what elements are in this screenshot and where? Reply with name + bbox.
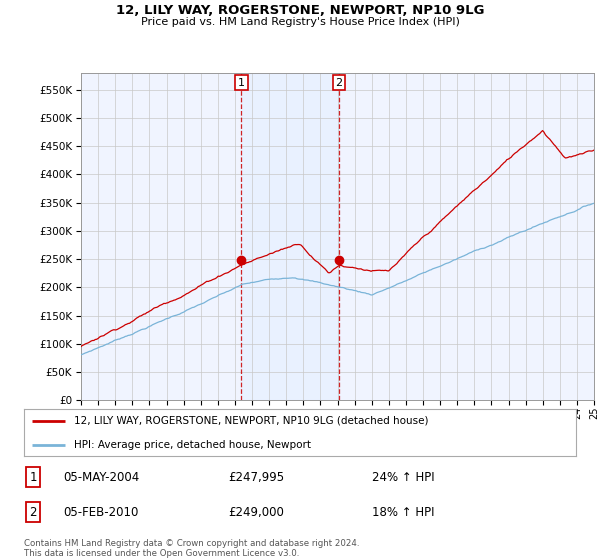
Bar xyxy=(241,73,339,400)
Text: 05-MAY-2004: 05-MAY-2004 xyxy=(63,470,139,484)
Text: 12, LILY WAY, ROGERSTONE, NEWPORT, NP10 9LG: 12, LILY WAY, ROGERSTONE, NEWPORT, NP10 … xyxy=(116,4,484,17)
Text: 18% ↑ HPI: 18% ↑ HPI xyxy=(372,506,434,519)
Text: 1: 1 xyxy=(238,78,245,88)
Text: Contains HM Land Registry data © Crown copyright and database right 2024.
This d: Contains HM Land Registry data © Crown c… xyxy=(24,539,359,558)
Text: 2: 2 xyxy=(335,78,343,88)
Text: HPI: Average price, detached house, Newport: HPI: Average price, detached house, Newp… xyxy=(74,440,311,450)
Text: 12, LILY WAY, ROGERSTONE, NEWPORT, NP10 9LG (detached house): 12, LILY WAY, ROGERSTONE, NEWPORT, NP10 … xyxy=(74,416,428,426)
Text: 24% ↑ HPI: 24% ↑ HPI xyxy=(372,470,434,484)
Text: £247,995: £247,995 xyxy=(228,470,284,484)
Text: 1: 1 xyxy=(29,470,37,484)
Text: 05-FEB-2010: 05-FEB-2010 xyxy=(63,506,139,519)
Text: Price paid vs. HM Land Registry's House Price Index (HPI): Price paid vs. HM Land Registry's House … xyxy=(140,17,460,27)
Text: £249,000: £249,000 xyxy=(228,506,284,519)
Text: 2: 2 xyxy=(29,506,37,519)
